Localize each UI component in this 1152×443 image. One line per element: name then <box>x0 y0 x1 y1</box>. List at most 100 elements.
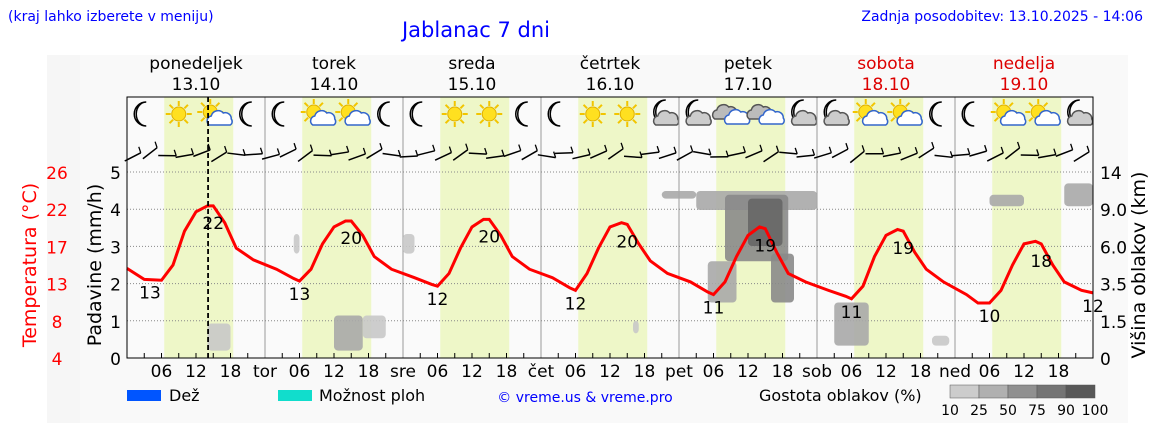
moon-shape <box>133 101 147 127</box>
wind-barb <box>452 149 469 161</box>
wind-barb <box>382 152 401 157</box>
wind-barb <box>485 155 505 159</box>
sun-ray <box>1008 102 1014 108</box>
cloud-patch <box>1064 183 1093 207</box>
credit-link[interactable]: © vreme.us & vreme.pro <box>497 390 672 406</box>
sun-cloud-icon <box>300 99 337 126</box>
wind-barb <box>882 152 901 158</box>
sun-ray <box>183 104 189 110</box>
wind-barb-feather <box>259 147 264 154</box>
wind-barb-feather <box>138 146 142 154</box>
sun-ray <box>617 118 623 124</box>
precip-tick: 4 <box>110 201 121 221</box>
cloud-density-label: Gostota oblakov (%) <box>759 386 922 405</box>
wind-barb-feather <box>742 146 746 153</box>
sun-ray <box>597 118 603 124</box>
sun-ray <box>890 116 896 122</box>
wind-barb-feather <box>967 148 971 155</box>
cloud-shape <box>206 109 233 126</box>
hour-tick-label: 06 <box>841 362 863 382</box>
wind-barb <box>831 148 849 159</box>
sun-disc <box>585 106 601 122</box>
sun-ray <box>890 102 896 108</box>
sun-ray <box>168 104 174 110</box>
sun-ray <box>855 102 861 108</box>
sun-ray <box>494 118 500 124</box>
wind-barb-feather <box>897 146 902 154</box>
cloud-height-tick: 14 <box>1100 164 1122 184</box>
sun-ray <box>632 118 638 124</box>
cloud-shape <box>1034 109 1061 126</box>
hour-tick-label: 06 <box>427 362 449 382</box>
sun-cloud-icon <box>197 99 233 126</box>
density-swatch <box>1036 384 1067 399</box>
wind-barb <box>763 151 779 163</box>
moon-shape <box>929 101 942 127</box>
cloud-shape <box>823 109 850 126</box>
density-swatch <box>1065 384 1096 399</box>
sun-ray <box>459 118 465 124</box>
daylight-band <box>302 97 372 358</box>
wind-barb <box>934 154 953 159</box>
hour-tick-label: 18 <box>772 362 794 382</box>
day-date: 16.10 <box>586 75 635 95</box>
cloud-shape <box>758 108 785 125</box>
sun-disc <box>447 106 463 122</box>
wind-barb <box>175 153 194 159</box>
sun-ray <box>200 116 206 122</box>
sun-ray <box>318 102 324 108</box>
sun-ray <box>338 102 344 108</box>
wind-barb <box>503 149 522 158</box>
wind-barb <box>554 151 574 155</box>
wind-barb-feather <box>708 148 712 155</box>
moon-cloud-icon <box>790 99 818 126</box>
hour-tick-label: 18 <box>634 362 656 382</box>
moon-icon <box>239 101 252 127</box>
sun-cloud-icon <box>335 99 371 126</box>
wind-barb <box>1073 151 1090 163</box>
temperature-label: 11 <box>841 303 863 323</box>
cloud-height-tick: 3.5 <box>1100 276 1127 296</box>
wind-barb <box>279 148 297 158</box>
wind-barb <box>537 154 556 159</box>
sun-ray <box>353 102 359 108</box>
day-name: nedelja <box>993 54 1055 74</box>
cloud-shape <box>861 109 889 126</box>
wind-barb <box>521 150 538 161</box>
moon-cloud-icon <box>685 99 712 126</box>
cloud-patch <box>771 253 794 303</box>
wind-barb <box>434 151 452 161</box>
sun-ray <box>1028 116 1034 122</box>
wind-barb-feather <box>845 142 849 150</box>
sun-ray <box>200 102 206 108</box>
sun-cloud-icon <box>887 99 923 126</box>
cloud-height-tick: 6.0 <box>1100 238 1127 258</box>
wind-barb <box>244 152 263 156</box>
density-tick: 100 <box>1082 403 1109 419</box>
cloud-patch <box>207 323 231 351</box>
sun-ray <box>444 104 450 110</box>
cloud-patch <box>403 234 415 254</box>
wind-barb <box>779 151 798 155</box>
temp-tick: 8 <box>52 313 63 333</box>
cloud-patch <box>633 321 639 334</box>
sun-ray <box>582 104 588 110</box>
hour-tick-label: 12 <box>1013 362 1035 382</box>
wind-barb <box>193 149 211 158</box>
wind-barb-feather <box>570 146 574 153</box>
hour-tick-label: 06 <box>289 362 311 382</box>
sun-ray <box>993 102 999 108</box>
hour-tick-label: 18 <box>910 362 932 382</box>
wind-barb-feather <box>1086 145 1090 153</box>
sun-ray <box>632 104 638 110</box>
moon-shape <box>961 101 975 127</box>
day-date: 15.10 <box>448 75 497 95</box>
wind-barb <box>572 153 591 160</box>
wind-barb-feather <box>309 144 314 151</box>
sun-ray <box>993 116 999 122</box>
sun-ray <box>870 102 876 108</box>
page-title: Jablanac 7 dni <box>400 18 550 42</box>
temperature-label: 20 <box>616 232 638 252</box>
wind-barb <box>641 151 660 156</box>
precip-tick: 2 <box>110 276 121 296</box>
